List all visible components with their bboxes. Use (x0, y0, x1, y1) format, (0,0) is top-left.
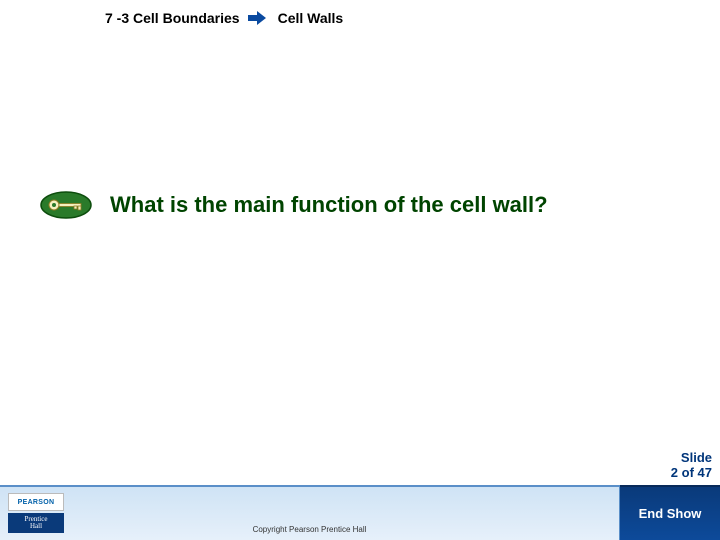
question-text: What is the main function of the cell wa… (110, 192, 548, 218)
pearson-logo: PEARSON (8, 493, 64, 511)
key-icon (40, 190, 92, 220)
arrow-right-icon (248, 11, 266, 25)
end-show-label: End Show (639, 506, 702, 521)
slide-of-label: of (682, 465, 694, 480)
footer: PEARSON Prentice Hall Copyright Pearson … (0, 485, 720, 540)
slide-counter-label: Slide (671, 451, 712, 465)
topic-title: Cell Walls (278, 10, 344, 26)
breadcrumb: 7 -3 Cell Boundaries Cell Walls (105, 10, 343, 26)
slide-total: 47 (698, 465, 712, 480)
slide-current: 2 (671, 465, 678, 480)
footer-left: PEARSON Prentice Hall Copyright Pearson … (0, 485, 620, 540)
section-title: 7 -3 Cell Boundaries (105, 10, 240, 26)
question-row: What is the main function of the cell wa… (40, 190, 548, 220)
copyright-text: Copyright Pearson Prentice Hall (253, 525, 367, 534)
slide-counter-value: 2 of 47 (671, 466, 712, 480)
publisher-logo: PEARSON Prentice Hall (8, 493, 64, 533)
prentice-hall-logo: Prentice Hall (8, 513, 64, 533)
end-show-button[interactable]: End Show (620, 485, 720, 540)
slide-counter: Slide 2 of 47 (671, 451, 712, 480)
ph-line2: Hall (25, 523, 48, 530)
